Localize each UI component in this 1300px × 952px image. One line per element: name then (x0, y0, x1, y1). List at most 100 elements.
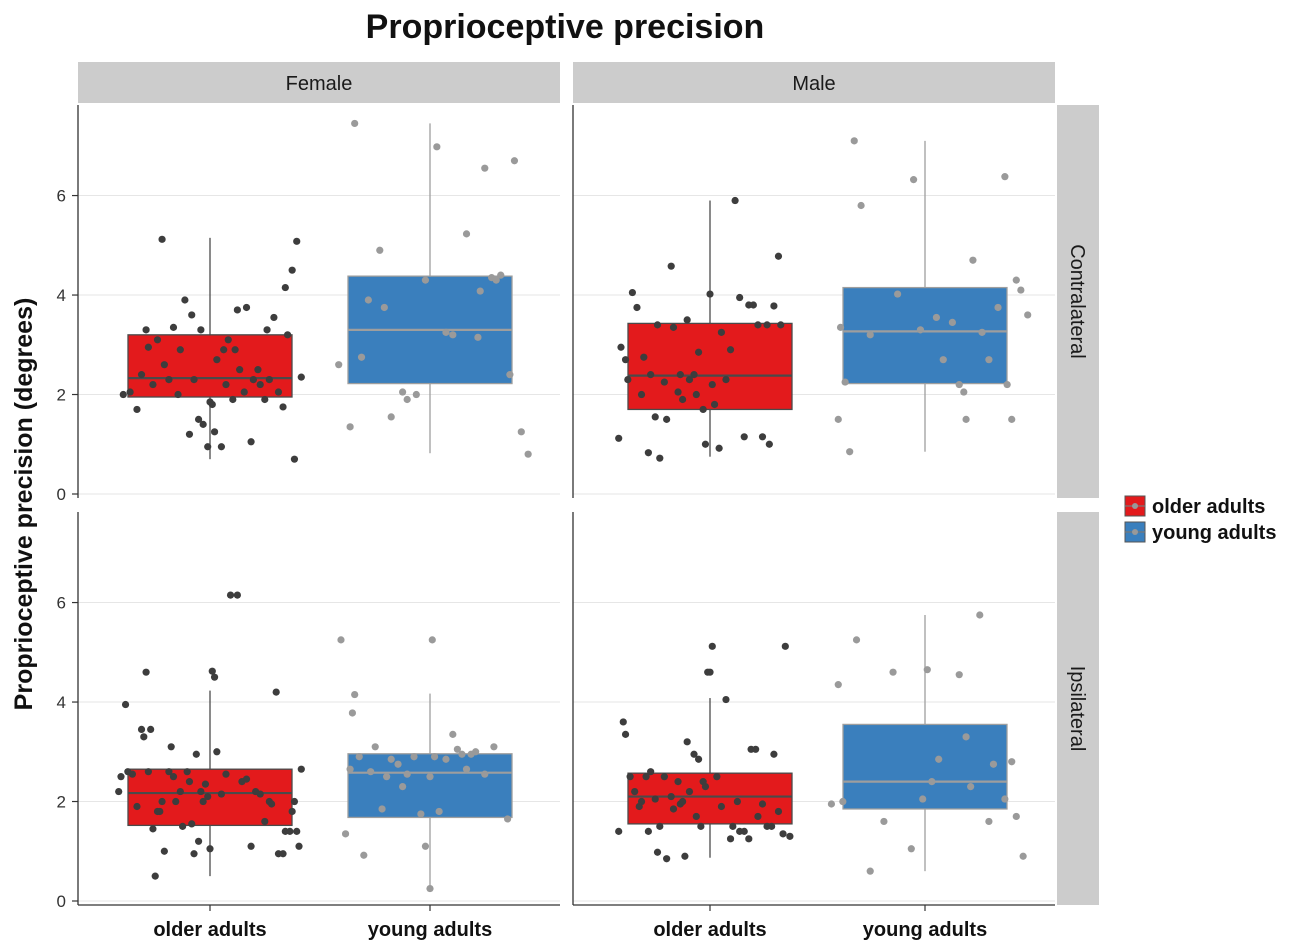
data-point-contralateral-female-young-adults (346, 423, 354, 431)
data-point-contralateral-male-older-adults (628, 288, 637, 297)
data-point-ipsilateral-female-older-adults (210, 673, 219, 681)
data-point-contralateral-male-young-adults (1008, 415, 1016, 423)
data-point-ipsilateral-male-older-adults (752, 745, 760, 753)
data-point-ipsilateral-female-older-adults (206, 845, 214, 853)
data-point-contralateral-male-older-adults (653, 321, 662, 329)
data-point-ipsilateral-male-young-adults (852, 636, 861, 644)
data-point-ipsilateral-female-young-adults (481, 770, 489, 778)
data-point-ipsilateral-female-young-adults (355, 753, 363, 761)
data-point-contralateral-female-older-adults (194, 415, 203, 423)
data-point-contralateral-male-young-adults (969, 256, 977, 264)
data-point-contralateral-male-older-adults (706, 290, 714, 298)
data-point-ipsilateral-female-young-adults (428, 636, 436, 644)
data-point-contralateral-female-older-adults (220, 346, 228, 354)
data-point-contralateral-female-older-adults (233, 306, 241, 314)
strip-contralateral (1057, 105, 1099, 498)
data-point-contralateral-male-older-adults (690, 371, 698, 379)
data-point-contralateral-female-older-adults (274, 388, 283, 396)
data-point-ipsilateral-female-older-adults (197, 787, 205, 796)
data-point-ipsilateral-female-older-adults (226, 591, 235, 599)
data-point-ipsilateral-male-older-adults (621, 730, 630, 738)
data-point-contralateral-female-older-adults (208, 400, 216, 409)
data-point-ipsilateral-female-older-adults (142, 668, 150, 676)
y-tick-label: 2 (57, 793, 66, 812)
data-point-contralateral-female-older-adults (213, 356, 221, 364)
data-point-contralateral-female-older-adults (133, 405, 141, 414)
data-point-ipsilateral-female-older-adults (286, 827, 294, 835)
data-point-contralateral-female-older-adults (169, 323, 178, 331)
data-point-ipsilateral-male-older-adults (651, 795, 659, 803)
data-point-ipsilateral-female-older-adults (222, 770, 230, 778)
x-tick-label-older-adults: older adults (153, 919, 266, 941)
legend-label-older-adults: older adults (1152, 496, 1265, 518)
data-point-ipsilateral-female-young-adults (462, 765, 471, 773)
data-point-contralateral-male-older-adults (699, 405, 707, 414)
strip-label-contralateral: Contralateral (1066, 244, 1088, 359)
data-point-contralateral-male-young-adults (909, 176, 918, 184)
data-point-contralateral-female-older-adults (126, 388, 134, 396)
data-point-ipsilateral-female-older-adults (295, 842, 303, 850)
data-point-ipsilateral-female-young-adults (403, 770, 411, 778)
y-tick-label: 4 (57, 286, 66, 305)
data-point-ipsilateral-male-older-adults (745, 835, 753, 843)
data-point-contralateral-female-older-adults (247, 438, 255, 446)
data-point-ipsilateral-male-older-adults (656, 822, 664, 830)
data-point-ipsilateral-female-young-adults (360, 851, 368, 859)
data-point-contralateral-male-young-adults (866, 331, 874, 339)
data-point-ipsilateral-male-young-adults (967, 782, 975, 791)
data-point-ipsilateral-female-young-adults (421, 842, 430, 850)
data-point-contralateral-female-older-adults (119, 390, 127, 399)
data-point-contralateral-male-young-adults (857, 201, 865, 210)
data-point-ipsilateral-male-young-adults (962, 733, 970, 741)
data-point-contralateral-female-older-adults (176, 346, 184, 354)
data-point-contralateral-male-older-adults (715, 444, 723, 452)
legend-label-young-adults: young adults (1152, 522, 1276, 544)
data-point-contralateral-female-older-adults (261, 395, 269, 404)
data-point-contralateral-female-older-adults (210, 428, 219, 436)
data-point-ipsilateral-female-young-adults (410, 753, 418, 761)
data-point-ipsilateral-female-older-adults (151, 872, 159, 880)
data-point-ipsilateral-female-older-adults (117, 773, 125, 781)
data-point-contralateral-female-older-adults (158, 235, 166, 243)
data-point-contralateral-male-older-adults (617, 343, 625, 351)
data-point-contralateral-male-older-adults (763, 321, 771, 329)
data-point-ipsilateral-male-older-adults (713, 773, 721, 781)
data-point-contralateral-male-older-adults (731, 196, 739, 205)
data-point-ipsilateral-female-older-adults (279, 850, 287, 858)
data-point-contralateral-female-young-adults (364, 296, 372, 304)
data-point-ipsilateral-male-older-adults (674, 778, 682, 786)
data-point-ipsilateral-female-older-adults (144, 768, 152, 776)
data-point-contralateral-male-older-adults (694, 348, 703, 356)
data-point-contralateral-male-older-adults (754, 321, 762, 329)
legend: older adults young adults (1124, 495, 1276, 544)
data-point-ipsilateral-female-older-adults (217, 790, 226, 798)
data-point-ipsilateral-male-older-adults (770, 750, 778, 758)
data-point-contralateral-male-older-adults (647, 371, 655, 379)
data-point-contralateral-male-older-adults (770, 302, 778, 310)
data-point-contralateral-female-older-adults (144, 343, 152, 351)
data-point-contralateral-female-young-adults (442, 328, 450, 336)
data-point-ipsilateral-female-older-adults (208, 667, 216, 675)
data-point-ipsilateral-female-older-adults (156, 807, 164, 816)
data-point-contralateral-female-young-adults (492, 276, 500, 284)
data-point-ipsilateral-male-older-adults (692, 812, 700, 821)
data-point-contralateral-male-older-adults (777, 321, 785, 329)
x-tick-label-young-adults: young adults (368, 919, 492, 941)
data-point-ipsilateral-female-older-adults (190, 850, 198, 858)
data-point-contralateral-female-older-adults (270, 313, 278, 322)
data-point-contralateral-female-older-adults (290, 455, 299, 463)
data-point-contralateral-female-older-adults (199, 420, 207, 428)
data-point-contralateral-female-older-adults (222, 380, 230, 389)
data-point-ipsilateral-male-young-adults (907, 845, 915, 853)
data-point-ipsilateral-female-young-adults (426, 884, 434, 893)
data-point-contralateral-male-older-adults (674, 388, 682, 396)
strip-male (573, 62, 1055, 103)
data-point-ipsilateral-male-older-adults (701, 782, 710, 791)
data-point-ipsilateral-male-young-adults (866, 867, 874, 875)
data-point-contralateral-female-young-adults (462, 230, 471, 238)
data-point-contralateral-male-older-adults (640, 353, 648, 361)
data-point-contralateral-male-young-adults (962, 415, 970, 423)
data-point-ipsilateral-male-older-adults (619, 718, 627, 726)
data-point-ipsilateral-male-older-adults (690, 750, 698, 758)
data-point-contralateral-male-young-adults (1024, 311, 1032, 319)
